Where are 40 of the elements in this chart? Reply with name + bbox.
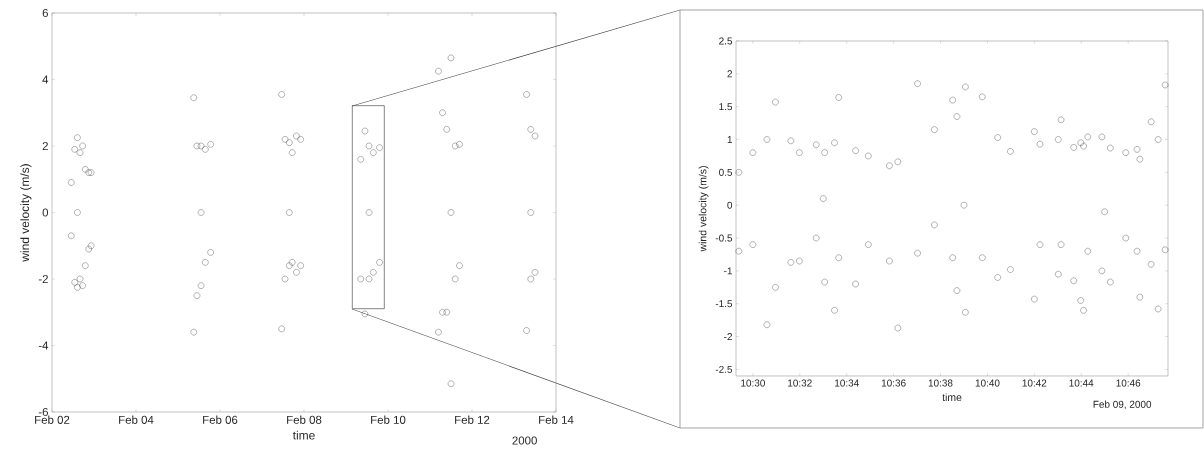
x-tick-label: Feb 04	[119, 415, 154, 424]
y-tick-label: 2	[727, 70, 732, 78]
y-tick-label: 6	[42, 8, 48, 18]
y-tick-label: 4	[42, 75, 49, 84]
x-tick-label: Feb 06	[203, 415, 238, 424]
text: Feb 09, 2000	[1093, 400, 1152, 409]
y-axis-title: wind velocity (m/s)	[20, 164, 32, 262]
x-axis-title: time	[942, 393, 962, 402]
x-tick-label: 10:38	[928, 379, 953, 387]
y-tick-label: 0	[42, 208, 49, 217]
text: 2000	[512, 436, 537, 445]
x-tick-label: 10:36	[881, 379, 906, 387]
x-tick-label: Feb 10	[371, 415, 406, 424]
x-tick-label: Feb 02	[35, 415, 70, 424]
x-tick-label: 10:46	[1116, 379, 1141, 387]
y-tick-label: 0.5	[719, 168, 733, 176]
y-axis-title: wind velocity (m/s)	[698, 166, 709, 252]
x-tick-label: 10:32	[788, 379, 812, 387]
y-tick-label: 0	[727, 201, 733, 209]
y-tick-label: -2.5	[715, 365, 733, 373]
y-tick-label: 1.5	[719, 103, 733, 111]
x-tick-label: 10:44	[1069, 379, 1094, 387]
y-tick-label: -2	[38, 274, 48, 283]
y-tick-label: -1.5	[715, 300, 733, 308]
x-tick-label: Feb 12	[455, 415, 490, 424]
x-tick-label: 10:30	[741, 379, 765, 387]
x-tick-label: Feb 08	[287, 415, 322, 424]
y-tick-label: 2	[42, 141, 48, 150]
y-tick-label: 2.5	[719, 37, 733, 45]
y-tick-label: 1	[727, 136, 733, 143]
y-tick-label: -6	[38, 407, 48, 417]
y-tick-label: -2	[724, 333, 732, 341]
x-tick-label: Feb 14	[539, 415, 574, 424]
y-tick-label: -4	[38, 341, 49, 350]
x-tick-label: 10:40	[975, 379, 1000, 387]
x-axis-title: time	[292, 430, 315, 440]
x-tick-label: 10:42	[1022, 379, 1047, 387]
y-tick-label: -0.5	[715, 234, 733, 242]
x-tick-label: 10:34	[835, 379, 859, 387]
y-tick-label: -1	[724, 267, 733, 275]
